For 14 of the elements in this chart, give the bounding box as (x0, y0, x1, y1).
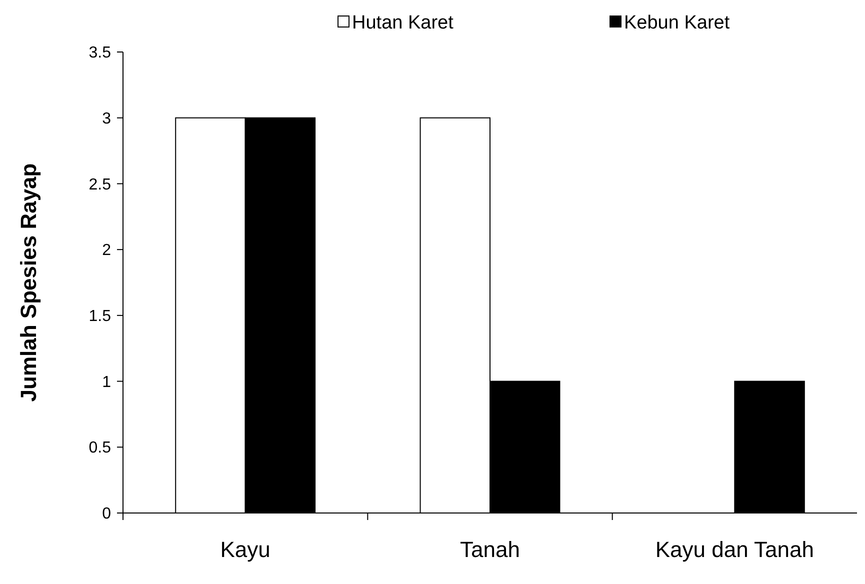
y-tick-label: 2.5 (88, 176, 112, 194)
y-tick-label: 3 (102, 110, 112, 128)
y-tick-label: 0.5 (88, 440, 112, 457)
x-tick-label: Kayu dan Tanah (655, 537, 814, 562)
x-tick-label: Kayu (220, 537, 270, 562)
y-tick-label: 0 (102, 506, 112, 523)
legend-label: Hutan Karet (352, 12, 454, 34)
y-tick-label: 3.5 (88, 44, 112, 62)
legend-label: Kebun Karet (624, 12, 730, 34)
y-tick-label: 1.5 (88, 308, 112, 326)
y-tick-label: 2 (102, 242, 112, 260)
x-tick-label: Tanah (460, 537, 520, 562)
y-tick-label: 1 (102, 374, 112, 391)
y-axis-title: Jumlah Spesies Rayap (16, 163, 41, 402)
